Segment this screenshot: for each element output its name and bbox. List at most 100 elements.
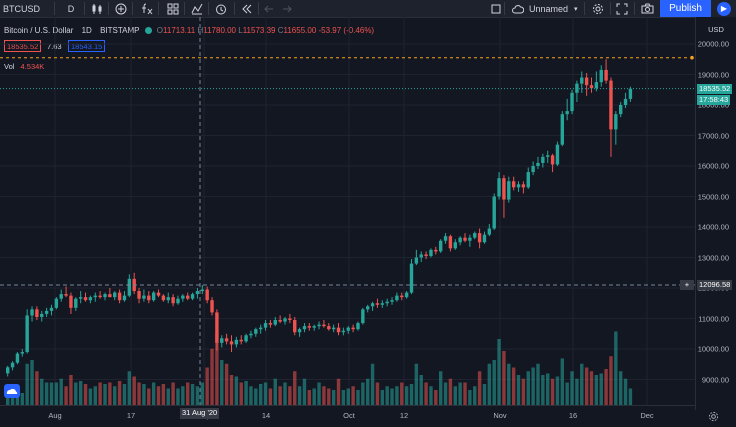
- wave-chart-icon[interactable]: [188, 0, 206, 17]
- volume-bar: [380, 390, 385, 405]
- publish-menu-button[interactable]: ▶: [712, 0, 736, 17]
- volume-bar: [317, 382, 321, 405]
- cloud-icon: [512, 4, 524, 13]
- alert-clock-icon[interactable]: [212, 0, 230, 17]
- candle-body: [341, 330, 346, 333]
- candle-body: [409, 263, 414, 293]
- candle-body: [618, 105, 623, 115]
- volume-bar: [176, 388, 180, 405]
- candle-body: [560, 114, 565, 145]
- volume-bar: [468, 390, 472, 405]
- time-axis[interactable]: [0, 405, 695, 427]
- price-tick-label: 18000.00: [697, 100, 729, 110]
- publish-button[interactable]: Publish: [660, 0, 711, 17]
- candle-body: [502, 178, 506, 200]
- candle-body: [487, 228, 492, 235]
- volume-bar: [273, 378, 277, 405]
- volume-bar: [443, 382, 448, 405]
- bid-price-box[interactable]: 18535.52: [4, 40, 42, 52]
- toolbar-divider: [504, 2, 505, 15]
- candle-body: [215, 312, 219, 343]
- layout-square-icon[interactable]: [490, 0, 502, 17]
- price-chart-canvas[interactable]: [0, 17, 695, 405]
- volume-bar: [331, 390, 336, 405]
- undo-icon[interactable]: [262, 0, 276, 17]
- volume-bar: [239, 382, 243, 405]
- candle-body: [30, 309, 34, 316]
- price-tick-label: 10000.00: [697, 344, 729, 354]
- candle-body: [166, 297, 170, 301]
- volume-bar: [404, 386, 409, 405]
- candle-body: [142, 295, 146, 299]
- settings-gear-icon[interactable]: [590, 0, 606, 17]
- volume-bar: [127, 371, 132, 405]
- candle-body: [98, 295, 102, 298]
- low-value: 11573.39: [242, 26, 276, 35]
- toolbar-divider: [234, 2, 235, 15]
- volume-bar: [93, 386, 97, 405]
- redo-icon[interactable]: [280, 0, 294, 17]
- add-alert-plus-button[interactable]: +: [680, 280, 694, 291]
- candle-body: [113, 292, 117, 298]
- volume-bar: [609, 356, 613, 405]
- candle-body: [205, 289, 209, 301]
- candle-body: [516, 184, 521, 188]
- candles-chart-type-icon[interactable]: [88, 0, 106, 17]
- volume-bar: [263, 382, 268, 405]
- candle-body: [521, 184, 526, 188]
- alert-marker: [690, 55, 694, 60]
- price-axis[interactable]: USD 20000.00 19000.00 18000.00 17000.00 1600…: [695, 17, 736, 410]
- candle-body: [161, 295, 166, 301]
- replay-rewind-icon[interactable]: [238, 0, 256, 17]
- candle-body: [375, 303, 380, 305]
- candle-body: [49, 307, 54, 311]
- candle-body: [511, 181, 516, 188]
- layout-name-button[interactable]: Unnamed ▾: [512, 0, 582, 17]
- fullscreen-icon[interactable]: [614, 0, 630, 17]
- change-value: -53.97 (-0.46%): [318, 26, 375, 35]
- candle-body: [497, 178, 501, 197]
- volume-bar: [215, 333, 219, 405]
- candle-body: [419, 254, 423, 258]
- volume-bar: [361, 382, 365, 405]
- candle-body: [59, 294, 63, 299]
- volume-label: Vol: [4, 62, 15, 71]
- volume-bar: [409, 384, 414, 405]
- indicators-fx-icon[interactable]: [138, 0, 156, 17]
- compare-add-icon[interactable]: [112, 0, 130, 17]
- volume-bar: [429, 386, 433, 405]
- candle-body: [103, 294, 107, 298]
- symbol-search-button[interactable]: BTCUSD: [3, 0, 53, 17]
- candle-body: [351, 327, 355, 330]
- close-label: C: [277, 26, 284, 35]
- camera-snapshot-icon[interactable]: [638, 0, 656, 17]
- volume-bar: [44, 382, 49, 405]
- interval-button[interactable]: D: [62, 0, 80, 17]
- volume-bar: [575, 378, 579, 405]
- toolbar-divider: [158, 2, 159, 15]
- toolbar-divider: [634, 2, 635, 15]
- candle-body: [249, 333, 253, 336]
- candle-body: [263, 323, 268, 328]
- ask-price-box[interactable]: 18543.15: [68, 40, 106, 52]
- volume-bar: [205, 367, 209, 405]
- legend-interval: 1D: [81, 26, 92, 35]
- volume-bar: [453, 386, 457, 405]
- candle-body: [288, 318, 292, 321]
- candle-body: [468, 237, 472, 241]
- volume-bar: [458, 382, 462, 405]
- volume-bar: [54, 382, 59, 405]
- templates-grid-icon[interactable]: [164, 0, 182, 17]
- candle-body: [609, 80, 613, 130]
- axis-settings-gear-icon[interactable]: [708, 409, 720, 422]
- candle-body: [443, 236, 448, 241]
- candle-body: [327, 326, 331, 330]
- candle-body: [370, 303, 375, 307]
- candle-body: [151, 292, 156, 301]
- volume-bar: [200, 382, 204, 405]
- candle-body: [200, 289, 204, 292]
- tradingview-logo-icon[interactable]: [4, 384, 20, 398]
- volume-bar: [10, 391, 15, 405]
- volume-bar: [35, 371, 39, 405]
- candle-body: [176, 298, 180, 304]
